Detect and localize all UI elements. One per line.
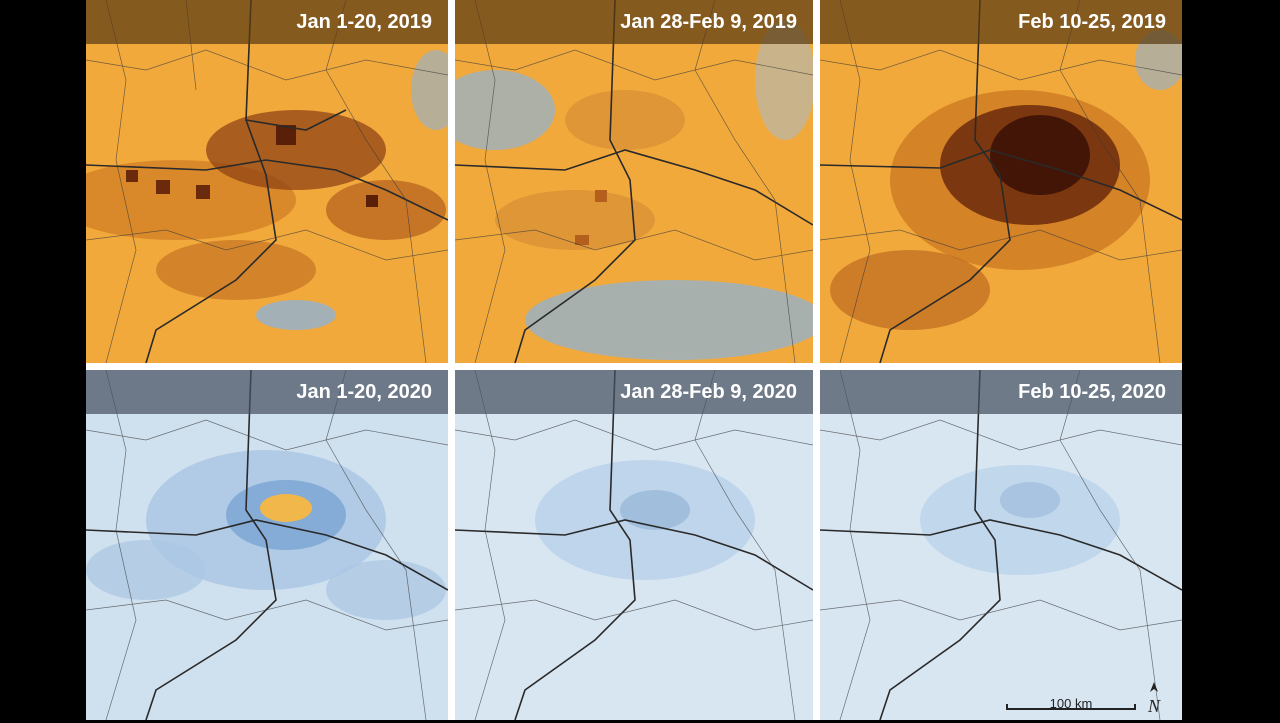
map-2020-jan1-20: [86, 370, 448, 720]
map-panel-jan1-20-2020: Jan 1-20, 2020: [86, 370, 448, 720]
map-panel-feb10-25-2019: Feb 10-25, 2019: [820, 0, 1182, 363]
period-label: Jan 28-Feb 9, 2019: [455, 0, 813, 44]
map-comparison-grid: Jan 1-20, 2019 Jan 28-Feb 9, 2019: [86, 0, 1182, 720]
scale-bar-label: 100 km: [1049, 696, 1093, 711]
map-2020-feb10-25: [820, 370, 1182, 720]
map-panel-jan1-20-2019: Jan 1-20, 2019: [86, 0, 448, 363]
map-2020-jan28-feb9: [455, 370, 813, 720]
map-2019-jan28-feb9: [455, 0, 813, 363]
period-label: Feb 10-25, 2020: [820, 370, 1182, 414]
period-label: Jan 28-Feb 9, 2020: [455, 370, 813, 414]
map-panel-jan28-feb9-2019: Jan 28-Feb 9, 2019: [455, 0, 813, 363]
map-2019-feb10-25: [820, 0, 1182, 363]
north-arrow-icon: N: [1144, 680, 1164, 718]
map-2019-jan1-20: [86, 0, 448, 363]
north-label: N: [1147, 696, 1161, 716]
map-panel-feb10-25-2020: Feb 10-25, 2020: [820, 370, 1182, 720]
period-label: Jan 1-20, 2020: [86, 370, 448, 414]
map-panel-jan28-feb9-2020: Jan 28-Feb 9, 2020: [455, 370, 813, 720]
scale-bar: 100 km: [1006, 686, 1136, 716]
period-label: Jan 1-20, 2019: [86, 0, 448, 44]
scale-bar-line: [1006, 704, 1136, 710]
period-label: Feb 10-25, 2019: [820, 0, 1182, 44]
